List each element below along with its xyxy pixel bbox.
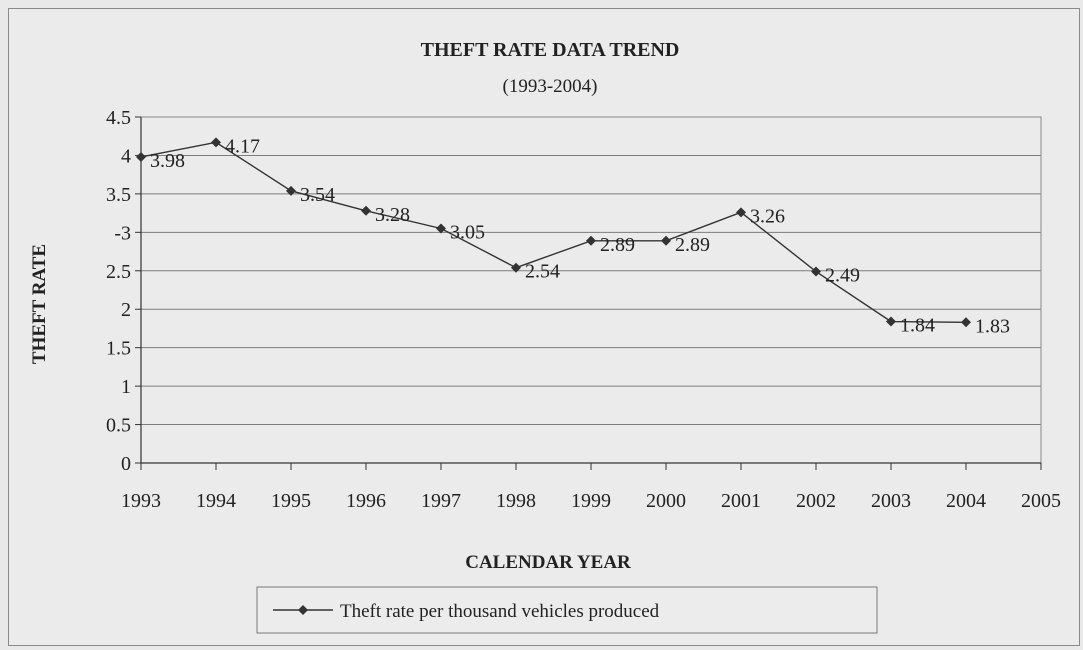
x-tick-label: 1997 (421, 490, 461, 512)
x-tick-label: 2004 (946, 490, 986, 512)
x-tick-label: 1996 (346, 490, 386, 512)
legend: Theft rate per thousand vehicles produce… (256, 586, 878, 634)
data-label: 1.84 (900, 315, 935, 337)
y-tick-label: 1.5 (106, 338, 131, 360)
x-tick-label: 2001 (721, 490, 761, 512)
series-layer (136, 137, 971, 328)
data-point (661, 235, 671, 246)
x-axis-title: CALENDAR YEAR (465, 552, 631, 573)
data-point (211, 137, 221, 148)
data-point (886, 316, 896, 327)
y-tick-label: 0 (121, 453, 131, 475)
legend-marker (298, 605, 308, 615)
x-tick-label: 2000 (646, 490, 686, 512)
y-tick-label: 0.5 (106, 415, 131, 437)
data-point (361, 205, 371, 216)
data-label: 2.49 (825, 265, 860, 287)
y-tick-labels: 0 0.5 1 1.5 2 2.5 -3 3.5 4 4.5 (106, 107, 131, 475)
data-point (961, 317, 971, 328)
y-tick-label: 4 (121, 145, 131, 167)
data-point (136, 151, 146, 162)
plot-axes (135, 116, 1042, 470)
x-tick-label: 2003 (871, 490, 911, 512)
y-tick-label: 3.5 (106, 184, 131, 206)
line-chart: THEFT RATE DATA TREND (1993-2004) 0 0.5 1 1… (29, 39, 1061, 634)
data-point (436, 223, 446, 234)
plot-grid (141, 116, 1041, 426)
chart-subtitle: (1993-2004) (503, 76, 598, 97)
data-label: 2.54 (525, 261, 560, 283)
y-tick-label: 1 (121, 376, 131, 398)
data-label: 3.54 (300, 184, 335, 206)
x-tick-label: 1994 (196, 490, 236, 512)
data-labels: 3.98 4.17 3.54 3.28 3.05 2.54 2.89 2.89 3.26 2.49… (150, 135, 1010, 337)
y-tick-label: 2.5 (106, 261, 131, 283)
chart-title: THEFT RATE DATA TREND (421, 39, 680, 61)
data-label: 3.26 (750, 205, 785, 227)
x-tick-label: 1999 (571, 490, 611, 512)
data-label: 3.98 (150, 150, 185, 172)
y-tick-label: 2 (121, 299, 131, 321)
x-tick-label: 2002 (796, 490, 836, 512)
data-label: 4.17 (225, 135, 260, 157)
data-point (586, 235, 596, 246)
legend-box (256, 586, 878, 634)
x-tick-label: 1998 (496, 490, 536, 512)
x-tick-labels: 1993 1994 1995 1996 1997 1998 1999 2000 2001 2002… (121, 490, 1061, 512)
series-line (140, 141, 967, 323)
data-label: 1.83 (975, 315, 1010, 337)
data-point (286, 185, 296, 196)
chart-frame: THEFT RATE DATA TREND (1993-2004) 0 0.5 1 1… (8, 8, 1080, 646)
x-tick-label: 1993 (121, 490, 161, 512)
y-tick-label: 4.5 (106, 107, 131, 129)
plot-area (140, 116, 1042, 464)
data-label: 3.28 (375, 204, 410, 226)
data-label: 2.89 (675, 234, 710, 256)
data-label: 2.89 (600, 234, 635, 256)
data-label: 3.05 (450, 221, 485, 243)
data-point (736, 207, 746, 218)
x-tick-label: 2005 (1021, 490, 1061, 512)
data-point (811, 266, 821, 277)
x-tick-label: 1995 (271, 490, 311, 512)
y-axis-title: THEFT RATE (29, 244, 50, 364)
legend-label: Theft rate per thousand vehicles produce… (340, 601, 660, 622)
y-tick-label: -3 (114, 222, 131, 244)
data-point (511, 262, 521, 273)
